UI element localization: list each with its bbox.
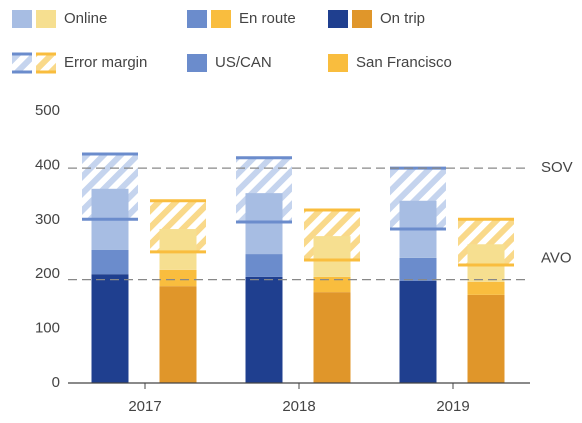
bar-segment	[245, 254, 283, 277]
legend-label: US/CAN	[215, 54, 272, 71]
bar-segment	[91, 249, 129, 275]
legend-swatch	[352, 10, 372, 28]
y-tick-label: 500	[35, 102, 60, 119]
bar-segment	[399, 280, 437, 383]
legend-swatch	[36, 54, 56, 72]
legend-swatch	[12, 10, 32, 28]
legend-label: Error margin	[64, 54, 147, 71]
y-tick-label: 300	[35, 211, 60, 228]
x-tick-label: 2018	[282, 398, 315, 415]
bar-segment	[159, 269, 197, 287]
y-tick-label: 400	[35, 156, 60, 173]
y-tick-label: 200	[35, 265, 60, 282]
y-tick-label: 100	[35, 320, 60, 337]
legend-swatch	[211, 10, 231, 28]
legend-swatch	[328, 10, 348, 28]
legend-swatch	[36, 10, 56, 28]
bar-segment	[245, 193, 283, 255]
reference-label: SOV	[541, 159, 573, 176]
bar-segment	[313, 292, 351, 383]
bar-segment	[159, 229, 197, 270]
legend-swatch	[328, 54, 348, 72]
bar-segment	[399, 257, 437, 281]
bar-segment	[91, 274, 129, 383]
legend-swatch	[187, 10, 207, 28]
legend-label: En route	[239, 10, 296, 27]
legend-swatch	[187, 54, 207, 72]
bar-segment	[245, 276, 283, 383]
x-tick-label: 2019	[436, 398, 469, 415]
bar-segment	[313, 276, 351, 293]
legend-label: On trip	[380, 10, 425, 27]
bar-segment	[467, 281, 505, 295]
bar-segment	[159, 286, 197, 383]
legend-label: Online	[64, 10, 107, 27]
legend-label: San Francisco	[356, 54, 452, 71]
x-tick-label: 2017	[128, 398, 161, 415]
bar-segment	[313, 236, 351, 277]
legend-swatch	[12, 54, 32, 72]
reference-label: AVO	[541, 250, 572, 267]
bar-segment	[467, 244, 505, 282]
bar-segment	[467, 294, 505, 383]
y-tick-label: 0	[52, 374, 60, 391]
